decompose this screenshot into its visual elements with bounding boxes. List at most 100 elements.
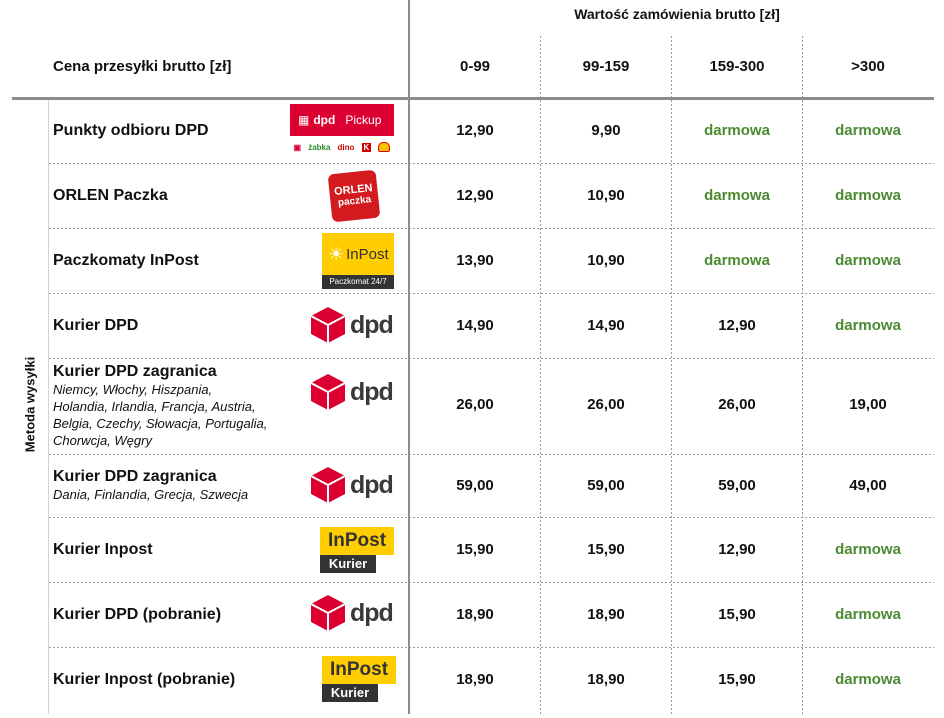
dpd-cube-icon <box>310 374 346 410</box>
price-cell: 15,90 <box>456 541 494 558</box>
shell-icon <box>378 142 391 152</box>
dpd-logo: dpd <box>310 373 394 411</box>
price-cell: 18,90 <box>456 606 494 623</box>
col-header-3: 159-300 <box>709 58 765 75</box>
price-cell: 49,00 <box>849 477 887 494</box>
price-cell: darmowa <box>835 671 901 688</box>
row-sep <box>49 293 934 294</box>
row-text: Kurier DPD zagranica Dania, Finlandia, G… <box>53 468 248 503</box>
price-cell: darmowa <box>835 541 901 558</box>
row-sub-line: Belgia, Czechy, Słowacja, Portugalia, <box>53 416 268 431</box>
price-cell: darmowa <box>835 252 901 269</box>
row-sep <box>49 647 934 648</box>
logo-text: InPost <box>346 245 389 263</box>
group-title: Wartość zamówienia brutto [zł] <box>574 6 780 22</box>
dpd-box-icon: ▦ <box>298 113 310 127</box>
row-sep <box>49 228 934 229</box>
col-header-4: >300 <box>851 58 885 75</box>
vertical-label: Metoda wysyłki <box>22 356 38 453</box>
orlen-paczka-logo: ORLEN paczka <box>327 169 381 223</box>
price-cell: 12,90 <box>456 122 494 139</box>
row-header-label: Cena przesyłki brutto [zł] <box>53 58 232 75</box>
row-sub-line: Holandia, Irlandia, Francja, Austria, <box>53 399 256 414</box>
price-cell: darmowa <box>835 122 901 139</box>
price-cell: 18,90 <box>587 606 625 623</box>
price-cell: 15,90 <box>587 541 625 558</box>
row-sub-line: Niemcy, Włochy, Hiszpania, <box>53 382 213 397</box>
col-sep-2 <box>671 36 672 714</box>
logo-text: dpd <box>350 310 394 339</box>
dpd-cube-icon <box>310 467 346 503</box>
price-cell: 18,90 <box>587 671 625 688</box>
row-sub-line: Dania, Finlandia, Grecja, Szwecja <box>53 487 249 502</box>
col-header-1: 0-99 <box>459 58 491 75</box>
col-header-2: 99-159 <box>582 58 630 75</box>
logo-text: Pickup <box>345 113 382 127</box>
row-text: Kurier DPD zagranica Niemcy, Włochy, His… <box>53 363 267 449</box>
col-sep-1 <box>540 36 541 714</box>
vert-group-line <box>48 100 49 714</box>
price-cell: 14,90 <box>456 317 494 334</box>
price-cell: darmowa <box>835 606 901 623</box>
row-name: Paczkomaty InPost <box>53 252 199 269</box>
row-name: Kurier DPD zagranica <box>53 468 217 485</box>
row-name: Kurier DPD zagranica <box>53 363 217 380</box>
price-cell: 15,90 <box>718 606 756 623</box>
row-name: Kurier Inpost <box>53 541 153 558</box>
row-name: ORLEN Paczka <box>53 187 168 204</box>
inpost-kurier-logo: InPost Kurier <box>322 656 396 702</box>
partner-zabka: żabka <box>308 142 331 152</box>
row-name: Kurier DPD (pobranie) <box>53 606 222 623</box>
price-cell: 19,00 <box>849 396 887 413</box>
dpd-pickup-logo: ▦ dpd Pickup ▣ żabka dino K <box>290 104 394 158</box>
price-cell: 12,90 <box>456 187 494 204</box>
row-sep <box>49 517 934 518</box>
sun-icon: ☀ <box>328 243 345 264</box>
logo-text: dpd <box>350 598 394 627</box>
price-cell: 14,90 <box>587 317 625 334</box>
price-cell: darmowa <box>704 187 770 204</box>
row-sep <box>49 358 934 359</box>
price-cell: 59,00 <box>587 477 625 494</box>
row-name: Kurier DPD <box>53 317 139 334</box>
dpd-cube-icon <box>310 595 346 631</box>
logo-caption: Kurier <box>320 555 376 573</box>
price-cell: 10,90 <box>587 252 625 269</box>
dpd-logo: dpd <box>310 466 394 504</box>
logo-caption: Paczkomat 24/7 <box>322 275 394 289</box>
dpd-cube-icon <box>310 307 346 343</box>
price-cell: darmowa <box>835 187 901 204</box>
price-cell: 9,90 <box>591 122 621 139</box>
row-sep <box>49 582 934 583</box>
price-cell: 18,90 <box>456 671 494 688</box>
row-name: Punkty odbioru DPD <box>53 122 209 139</box>
price-cell: darmowa <box>835 317 901 334</box>
logo-text: InPost <box>322 656 396 684</box>
price-cell: 59,00 <box>718 477 756 494</box>
partner-icon: ▣ <box>293 142 302 152</box>
dpd-logo: dpd <box>310 594 394 632</box>
logo-text: dpd <box>350 377 394 406</box>
price-cell: 26,00 <box>587 396 625 413</box>
price-cell: darmowa <box>704 252 770 269</box>
row-sub-line: Chorwcja, Węgry <box>53 433 152 448</box>
price-cell: 59,00 <box>456 477 494 494</box>
price-cell: 10,90 <box>587 187 625 204</box>
price-cell: darmowa <box>704 122 770 139</box>
inpost-paczkomat-logo: ☀ InPost Paczkomat 24/7 <box>322 233 394 289</box>
col-sep-3 <box>802 36 803 714</box>
logo-caption: Kurier <box>322 684 378 702</box>
price-cell: 13,90 <box>456 252 494 269</box>
logo-text: InPost <box>320 527 394 555</box>
row-sep <box>49 454 934 455</box>
logo-text: dpd <box>350 470 394 499</box>
partner-k: K <box>361 142 372 152</box>
header-underline <box>12 97 934 100</box>
dpd-logo: dpd <box>310 306 394 344</box>
price-cell: 12,90 <box>718 317 756 334</box>
price-cell: 26,00 <box>456 396 494 413</box>
price-cell: 15,90 <box>718 671 756 688</box>
inpost-kurier-logo: InPost Kurier <box>320 527 394 573</box>
row-sep <box>49 163 934 164</box>
price-cell: 26,00 <box>718 396 756 413</box>
